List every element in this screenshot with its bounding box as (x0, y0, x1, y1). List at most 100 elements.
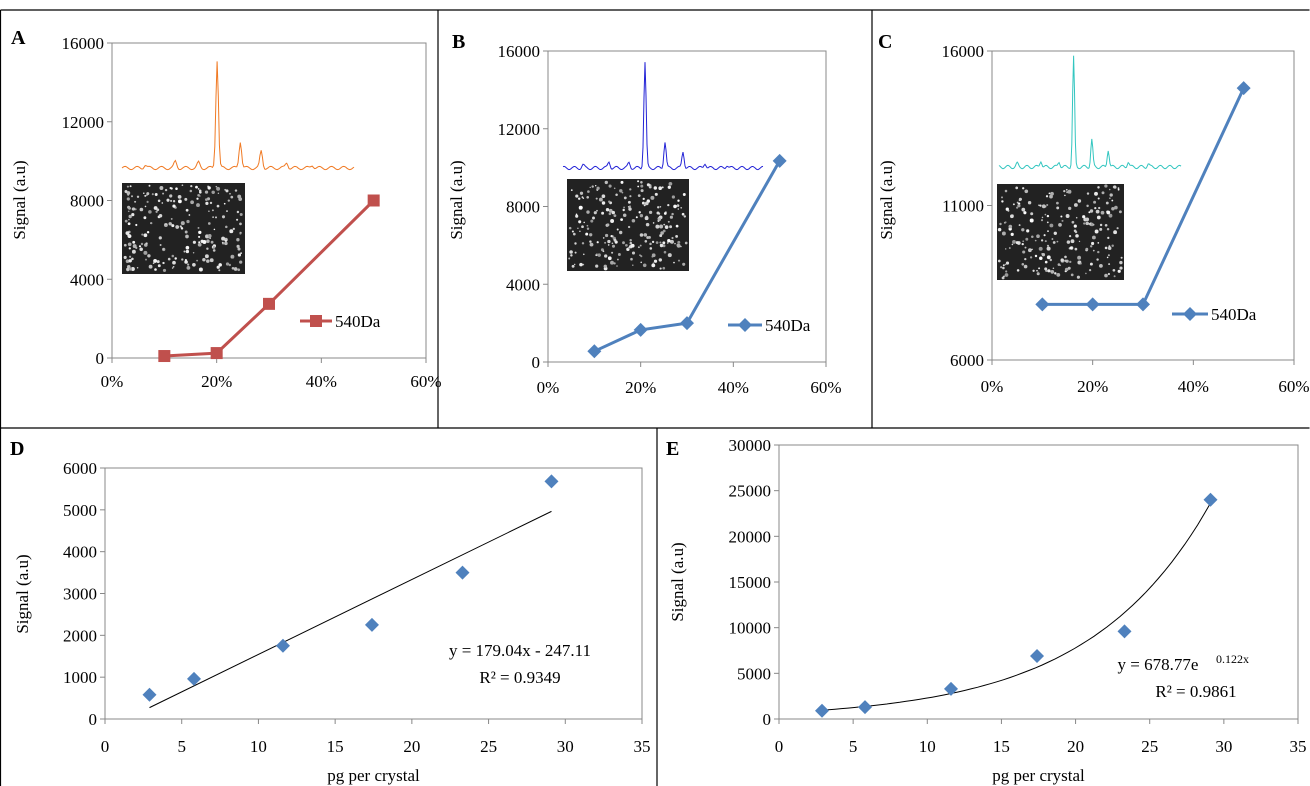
inset-image-dot (622, 208, 625, 212)
legend-marker (738, 318, 752, 332)
inset-image-dot (1070, 239, 1075, 244)
x-axis-label: pg per crystal (327, 766, 420, 785)
inset-image-dot (627, 206, 630, 208)
inset-image-dot (157, 199, 161, 203)
inset-image-dot (577, 227, 579, 230)
trendline-equation-exponent: 0.122x (1216, 652, 1249, 666)
inset-microscopy-image (997, 184, 1124, 280)
inset-image-dot (574, 263, 576, 266)
inset-image-dot (1025, 237, 1029, 241)
inset-image-dot (659, 267, 662, 270)
inset-image-dot (680, 206, 683, 209)
legend-label: 540Da (335, 312, 381, 331)
inset-image-dot (1021, 228, 1025, 232)
inset-image-dot (669, 225, 673, 229)
inset-image-dot (126, 185, 129, 188)
inset-image-dot (198, 189, 202, 193)
inset-image-dot (667, 203, 670, 207)
inset-image-dot (607, 256, 612, 261)
inset-image-dot (229, 229, 234, 234)
y-tick-label: 6000 (63, 459, 97, 478)
series-line (1042, 87, 1246, 306)
inset-image-dot (184, 260, 188, 264)
inset-image-dot (1051, 238, 1054, 240)
inset-image-dot (1106, 210, 1111, 215)
inset-image-dot (1101, 191, 1105, 195)
inset-image-dot (128, 214, 132, 219)
x-tick-label: 35 (1290, 737, 1307, 756)
inset-image-dot (1099, 227, 1103, 231)
inset-image-dot (629, 188, 632, 191)
inset-image-dot (651, 240, 655, 244)
x-tick-label: 0% (981, 377, 1004, 396)
inset-image-dot (1044, 240, 1047, 243)
inset-image-dot (128, 259, 132, 263)
inset-image-dot (1067, 189, 1072, 194)
inset-image-dot (143, 233, 148, 238)
inset-image-dot (1108, 245, 1111, 248)
inset-image-dot (1011, 243, 1014, 246)
inset-image-dot (239, 213, 243, 216)
inset-image-dot (571, 264, 575, 268)
inset-image-dot (1108, 188, 1111, 191)
legend-label: 540Da (1211, 305, 1257, 324)
inset-image-dot (677, 208, 680, 210)
inset-image-dot (652, 222, 655, 224)
inset-image-dot (651, 255, 654, 258)
inset-image-dot (171, 224, 175, 228)
inset-image-dot (138, 245, 142, 248)
inset-image-dot (1104, 184, 1108, 188)
inset-image-dot (184, 197, 188, 201)
inset-image-dot (230, 256, 233, 258)
x-tick-label: 20% (1077, 377, 1108, 396)
y-tick-label: 5000 (737, 664, 771, 683)
inset-image-dot (586, 227, 590, 231)
inset-image-dot (136, 266, 139, 269)
inset-image-dot (570, 254, 573, 257)
inset-image-dot (631, 219, 636, 223)
inset-image-dot (648, 210, 653, 215)
inset-image-dot (659, 241, 662, 244)
inset-image-dot (568, 226, 572, 230)
inset-image-dot (224, 239, 228, 242)
inset-image-dot (649, 247, 653, 250)
inset-image-dot (218, 269, 221, 272)
inset-image-dot (1017, 204, 1021, 208)
inset-image-dot (213, 228, 216, 231)
data-point (367, 194, 380, 207)
inset-image-dot (640, 255, 643, 258)
inset-image-dot (655, 224, 660, 229)
inset-image-dot (586, 224, 589, 227)
data-point (633, 322, 648, 337)
inset-spectrum (998, 55, 1182, 170)
inset-image-dot (568, 257, 571, 260)
inset-image-dot (131, 249, 136, 254)
inset-image-dot (185, 234, 189, 239)
inset-image-dot (654, 192, 658, 196)
inset-image-dot (669, 215, 673, 219)
inset-image-dot (145, 258, 147, 261)
inset-image-dot (168, 222, 172, 226)
inset-image-dot (637, 246, 640, 249)
inset-image-dot (627, 200, 631, 204)
inset-image-dot (619, 230, 623, 235)
inset-image-dot (162, 192, 165, 195)
inset-image-dot (190, 200, 194, 205)
x-tick-label: 25 (1141, 737, 1158, 756)
inset-image-dot (1064, 194, 1066, 197)
inset-image-dot (596, 186, 600, 190)
data-point (364, 617, 379, 632)
y-tick-label: 4000 (63, 543, 97, 562)
inset-image-dot (218, 263, 222, 267)
inset-image-dot (667, 253, 672, 258)
inset-image-dot (1094, 229, 1099, 234)
series-line (164, 199, 375, 358)
inset-image-dot (236, 210, 240, 214)
inset-image-dot (144, 194, 147, 197)
x-tick-label: 5 (177, 737, 186, 756)
panel-letter-e: E (666, 438, 679, 460)
inset-image-dot (1007, 209, 1010, 212)
inset-image-dot (231, 266, 235, 270)
inset-image-dot (1046, 214, 1050, 218)
inset-image-dot (211, 190, 215, 195)
